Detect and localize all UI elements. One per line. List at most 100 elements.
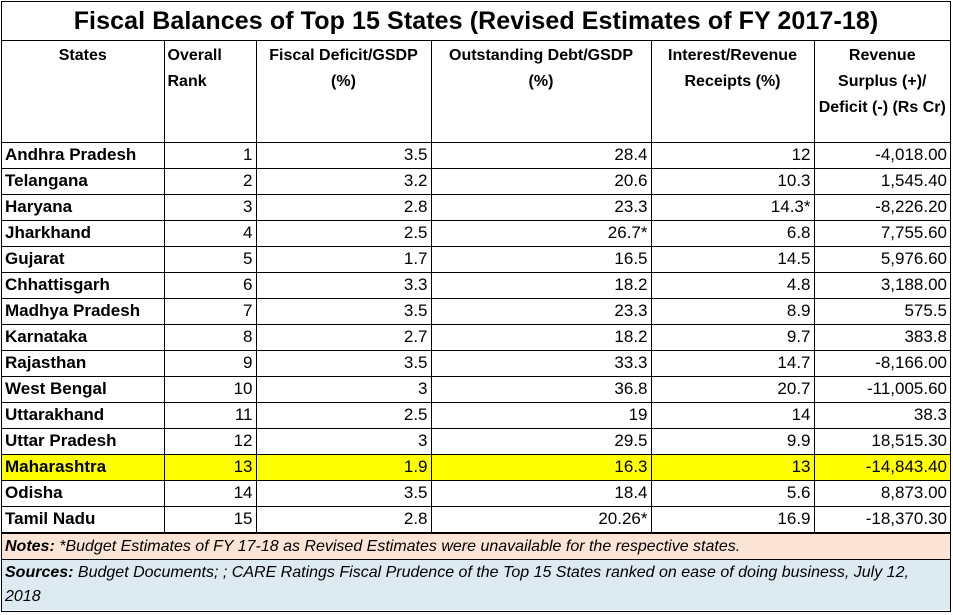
table-body: Andhra Pradesh 1 3.5 28.4 12 -4,018.00 Telanga… (2, 141, 950, 533)
table-row: West Bengal 10 3 36.8 20.7 -11,005.60 (2, 375, 950, 403)
cell-rank: 14 (163, 479, 257, 507)
table-row: Karnataka 8 2.7 18.2 9.7 383.8 (2, 323, 950, 351)
cell-interest-revenue: 6.8 (650, 219, 815, 247)
cell-interest-revenue: 14 (650, 401, 815, 429)
fiscal-balances-table: States Overall Rank Fiscal Deficit/GSDP … (2, 41, 950, 533)
cell-revenue-surplus-deficit: 5,976.60 (813, 245, 950, 273)
cell-fiscal-deficit: 3.5 (255, 141, 432, 169)
cell-fiscal-deficit: 3.3 (255, 271, 432, 299)
cell-revenue-surplus-deficit: -8,166.00 (813, 349, 950, 377)
cell-rank: 8 (163, 323, 257, 351)
cell-rank: 10 (163, 375, 257, 403)
cell-revenue-surplus-deficit: -18,370.30 (813, 505, 950, 533)
table-row: Maharashtra 13 1.9 16.3 13 -14,843.40 (2, 453, 950, 481)
cell-fiscal-deficit: 2.7 (255, 323, 432, 351)
table-title: Fiscal Balances of Top 15 States (Revise… (2, 2, 950, 41)
cell-rank: 15 (163, 505, 257, 533)
cell-state: Rajasthan (2, 349, 165, 377)
cell-outstanding-debt: 23.3 (430, 193, 652, 221)
cell-interest-revenue: 9.9 (650, 427, 815, 455)
cell-rank: 3 (163, 193, 257, 221)
cell-revenue-surplus-deficit: 18,515.30 (813, 427, 950, 455)
cell-rank: 13 (163, 453, 257, 481)
cell-rank: 12 (163, 427, 257, 455)
cell-outstanding-debt: 16.3 (430, 453, 652, 481)
cell-interest-revenue: 14.7 (650, 349, 815, 377)
cell-state: Gujarat (2, 245, 165, 273)
cell-revenue-surplus-deficit: 8,873.00 (813, 479, 950, 507)
header-revenue-surplus-deficit: Revenue Surplus (+)/ Deficit (-) (Rs Cr) (813, 41, 950, 143)
cell-fiscal-deficit: 2.5 (255, 219, 432, 247)
cell-outstanding-debt: 19 (430, 401, 652, 429)
cell-state: Madhya Pradesh (2, 297, 165, 325)
cell-state: West Bengal (2, 375, 165, 403)
cell-revenue-surplus-deficit: 1,545.40 (813, 167, 950, 195)
header-overall-rank: Overall Rank (163, 41, 257, 143)
cell-outstanding-debt: 26.7* (430, 219, 652, 247)
cell-state: Haryana (2, 193, 165, 221)
cell-interest-revenue: 5.6 (650, 479, 815, 507)
cell-revenue-surplus-deficit: -8,226.20 (813, 193, 950, 221)
cell-interest-revenue: 13 (650, 453, 815, 481)
cell-outstanding-debt: 28.4 (430, 141, 652, 169)
cell-rank: 4 (163, 219, 257, 247)
cell-state: Jharkhand (2, 219, 165, 247)
cell-outstanding-debt: 20.6 (430, 167, 652, 195)
table-row: Madhya Pradesh 7 3.5 23.3 8.9 575.5 (2, 297, 950, 325)
table-row: Chhattisgarh 6 3.3 18.2 4.8 3,188.00 (2, 271, 950, 299)
cell-revenue-surplus-deficit: 7,755.60 (813, 219, 950, 247)
cell-fiscal-deficit: 3.5 (255, 349, 432, 377)
cell-fiscal-deficit: 3 (255, 375, 432, 403)
cell-interest-revenue: 8.9 (650, 297, 815, 325)
cell-state: Telangana (2, 167, 165, 195)
cell-interest-revenue: 14.3* (650, 193, 815, 221)
cell-state: Uttar Pradesh (2, 427, 165, 455)
table-row: Jharkhand 4 2.5 26.7* 6.8 7,755.60 (2, 219, 950, 247)
sources-text: Budget Documents; ; CARE Ratings Fiscal … (5, 563, 909, 605)
notes-text: *Budget Estimates of FY 17-18 as Revised… (59, 537, 741, 555)
cell-interest-revenue: 4.8 (650, 271, 815, 299)
cell-interest-revenue: 20.7 (650, 375, 815, 403)
header-fiscal-deficit: Fiscal Deficit/GSDP (%) (255, 41, 432, 143)
table-row: Uttarakhand 11 2.5 19 14 38.3 (2, 401, 950, 429)
header-outstanding-debt: Outstanding Debt/GSDP (%) (430, 41, 652, 143)
sources-label: Sources: (5, 563, 74, 581)
cell-rank: 9 (163, 349, 257, 377)
cell-outstanding-debt: 20.26* (430, 505, 652, 533)
cell-outstanding-debt: 16.5 (430, 245, 652, 273)
cell-rank: 11 (163, 401, 257, 429)
table-row: Telangana 2 3.2 20.6 10.3 1,545.40 (2, 167, 950, 195)
cell-fiscal-deficit: 3.5 (255, 297, 432, 325)
cell-interest-revenue: 10.3 (650, 167, 815, 195)
cell-rank: 7 (163, 297, 257, 325)
cell-state: Karnataka (2, 323, 165, 351)
cell-state: Maharashtra (2, 453, 165, 481)
cell-interest-revenue: 16.9 (650, 505, 815, 533)
cell-state: Andhra Pradesh (2, 141, 165, 169)
table-row: Rajasthan 9 3.5 33.3 14.7 -8,166.00 (2, 349, 950, 377)
cell-interest-revenue: 14.5 (650, 245, 815, 273)
cell-outstanding-debt: 18.2 (430, 323, 652, 351)
cell-rank: 1 (163, 141, 257, 169)
notes-row: Notes: *Budget Estimates of FY 17-18 as … (2, 532, 950, 559)
header-row: States Overall Rank Fiscal Deficit/GSDP … (2, 41, 950, 143)
cell-state: Odisha (2, 479, 165, 507)
cell-revenue-surplus-deficit: -11,005.60 (813, 375, 950, 403)
cell-outstanding-debt: 18.2 (430, 271, 652, 299)
table-row: Gujarat 5 1.7 16.5 14.5 5,976.60 (2, 245, 950, 273)
cell-revenue-surplus-deficit: -14,843.40 (813, 453, 950, 481)
table-row: Haryana 3 2.8 23.3 14.3* -8,226.20 (2, 193, 950, 221)
cell-fiscal-deficit: 1.9 (255, 453, 432, 481)
cell-fiscal-deficit: 2.8 (255, 193, 432, 221)
table-row: Andhra Pradesh 1 3.5 28.4 12 -4,018.00 (2, 141, 950, 169)
cell-outstanding-debt: 23.3 (430, 297, 652, 325)
cell-interest-revenue: 12 (650, 141, 815, 169)
cell-fiscal-deficit: 1.7 (255, 245, 432, 273)
cell-revenue-surplus-deficit: 3,188.00 (813, 271, 950, 299)
cell-fiscal-deficit: 2.5 (255, 401, 432, 429)
cell-revenue-surplus-deficit: 383.8 (813, 323, 950, 351)
cell-outstanding-debt: 36.8 (430, 375, 652, 403)
cell-fiscal-deficit: 3 (255, 427, 432, 455)
cell-interest-revenue: 9.7 (650, 323, 815, 351)
